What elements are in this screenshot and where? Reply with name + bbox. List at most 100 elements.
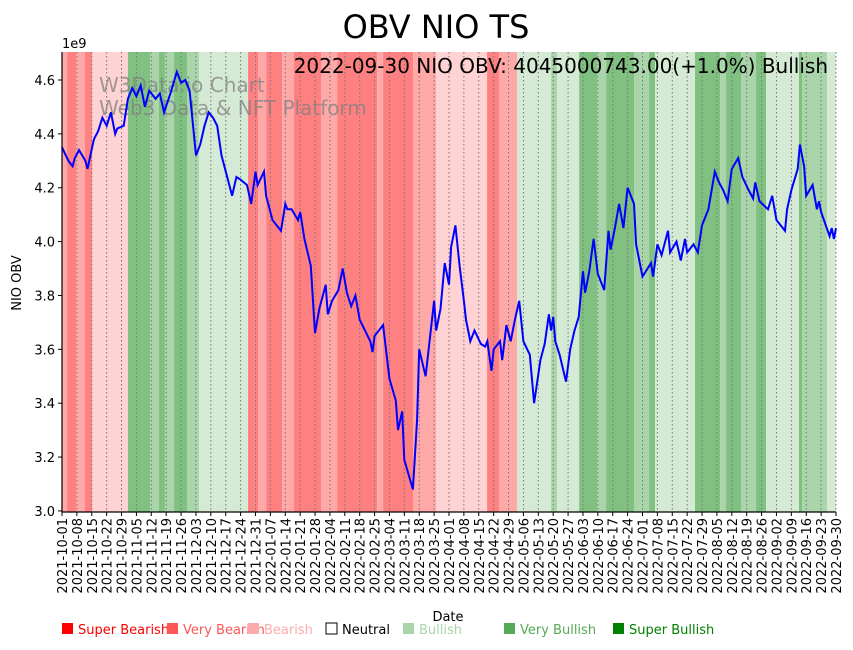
x-tick-label: 2021-12-17	[220, 518, 235, 594]
y-axis-label: NIO OBV	[10, 255, 25, 311]
sentiment-band	[67, 52, 77, 512]
sentiment-band	[293, 52, 321, 512]
x-tick-label: 2022-07-29	[696, 518, 711, 594]
x-tick-label: 2022-02-11	[339, 518, 354, 594]
y-tick-label: 4.2	[34, 182, 55, 197]
x-tick-label: 2022-04-08	[458, 518, 473, 594]
legend-swatch	[325, 622, 338, 635]
legend-item: Super Bearish	[62, 623, 169, 638]
x-tick-label: 2021-11-12	[145, 518, 160, 594]
x-tick-label: 2021-10-15	[86, 518, 101, 594]
sentiment-band	[726, 52, 742, 512]
sentiment-band	[551, 52, 558, 512]
sentiment-band	[649, 52, 656, 512]
x-tick-label: 2021-10-08	[71, 518, 86, 594]
sentiment-band	[557, 52, 580, 512]
legend-swatch	[403, 623, 414, 634]
x-tick-label: 2022-07-01	[637, 518, 652, 594]
x-tick-label: 2022-07-15	[666, 518, 681, 594]
chart-title: OBV NIO TS	[343, 8, 530, 46]
sentiment-bands	[62, 52, 836, 512]
y-tick-label: 4.0	[34, 236, 55, 251]
sentiment-band	[633, 52, 650, 512]
x-tick-label: 2022-03-18	[413, 518, 428, 594]
x-tick-label: 2022-05-13	[532, 518, 547, 594]
x-tick-label: 2022-04-01	[443, 518, 458, 594]
sentiment-band	[756, 52, 767, 512]
sentiment-band	[741, 52, 757, 512]
x-tick-label: 2021-11-05	[130, 518, 145, 594]
legend-label: Neutral	[342, 623, 390, 638]
sentiment-band	[91, 52, 128, 512]
x-tick-label: 2022-04-15	[473, 518, 488, 594]
latest-annotation: 2022-09-30 NIO OBV: 4045000743.00(+1.0%)…	[294, 54, 828, 78]
x-tick-label: 2021-10-22	[101, 518, 116, 594]
legend-label: Bullish	[419, 623, 462, 638]
y-tick-label: 4.6	[34, 74, 55, 89]
legend-swatch	[504, 623, 515, 634]
sentiment-band	[174, 52, 188, 512]
x-tick-label: 2022-05-27	[562, 518, 577, 594]
sentiment-band	[766, 52, 800, 512]
sentiment-band	[127, 52, 151, 512]
x-tick-label: 2021-12-10	[205, 518, 220, 594]
y-tick-label: 3.4	[34, 397, 55, 412]
x-tick-label: 2021-11-19	[160, 518, 175, 594]
sentiment-band	[76, 52, 85, 512]
sentiment-band	[158, 52, 165, 512]
x-tick-label: 2022-08-26	[756, 518, 771, 594]
y-tick-label: 3.6	[34, 343, 55, 358]
sentiment-band	[320, 52, 338, 512]
x-tick-label: 2022-07-22	[681, 518, 696, 594]
legend-item: Bullish	[403, 623, 462, 638]
sentiment-band	[248, 52, 259, 512]
sentiment-band	[187, 52, 199, 512]
legend: Super Bearish Very Bearish Bearish Neutral B…	[62, 622, 714, 638]
legend-label: Super Bearish	[78, 623, 169, 638]
sentiment-band	[266, 52, 283, 512]
x-tick-label: 2022-09-23	[815, 518, 830, 594]
watermark-line-1: W3Data.io Chart	[99, 73, 265, 97]
x-tick-label: 2022-02-04	[324, 518, 339, 594]
obv-line	[61, 68, 837, 490]
x-tick-label: 2021-12-03	[190, 518, 205, 594]
sentiment-band	[84, 52, 92, 512]
legend-swatch	[62, 623, 73, 634]
watermark-line-2: Web3 Data & NFT Platform	[99, 96, 367, 120]
y-multiplier-label: 1e9	[62, 37, 87, 52]
x-tick-label: 2022-04-22	[488, 518, 503, 594]
legend-item: Neutral	[325, 622, 390, 638]
legend-item: Bearish	[248, 623, 313, 638]
legend-swatch	[248, 623, 259, 634]
x-tick-label: 2021-12-24	[235, 518, 250, 594]
sentiment-band	[498, 52, 518, 512]
sentiment-band	[799, 52, 803, 512]
sentiment-band	[377, 52, 384, 512]
y-axis-ticks: 3.0 3.2 3.4 3.6 3.8 4.0 4.2 4.4 4.6	[34, 74, 62, 520]
x-tick-label: 2022-02-25	[369, 518, 384, 594]
x-tick-label: 2022-08-19	[741, 518, 756, 594]
sentiment-band	[487, 52, 499, 512]
sentiment-band	[606, 52, 634, 512]
y-tick-label: 3.8	[34, 289, 55, 304]
sentiment-band	[164, 52, 175, 512]
x-tick-label: 2022-09-16	[800, 518, 815, 594]
sentiment-band	[258, 52, 267, 512]
x-tick-label: 2022-04-29	[503, 518, 518, 594]
sentiment-band	[720, 52, 727, 512]
x-tick-label: 2022-06-10	[592, 518, 607, 594]
sentiment-band	[827, 52, 836, 512]
x-axis-label: Date	[432, 610, 463, 625]
x-tick-label: 2022-08-12	[726, 518, 741, 594]
sentiment-band	[695, 52, 721, 512]
legend-item: Super Bullish	[613, 623, 714, 638]
sentiment-band	[337, 52, 378, 512]
x-tick-label: 2022-05-06	[517, 518, 532, 594]
x-tick-label: 2022-03-11	[398, 518, 413, 594]
sentiment-band	[655, 52, 696, 512]
legend-label: Bearish	[264, 623, 313, 638]
legend-swatch	[613, 623, 624, 634]
x-tick-label: 2022-01-07	[264, 518, 279, 594]
legend-label: Super Bullish	[629, 623, 714, 638]
